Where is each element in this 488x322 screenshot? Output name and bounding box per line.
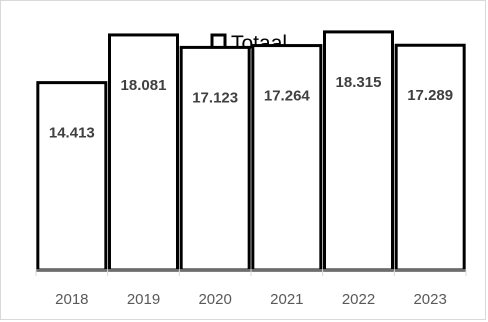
data-label-2021: 17.264 <box>264 88 311 105</box>
x-tick-label-2021: 2021 <box>270 291 303 308</box>
bar-2018 <box>36 81 108 272</box>
x-tick-label-2018: 2018 <box>55 291 88 308</box>
data-label-2018: 14.413 <box>49 125 95 142</box>
data-labels-group: 14.413 18.081 17.123 17.264 18.315 17.289 <box>49 74 453 142</box>
x-tick-label-2020: 2020 <box>198 291 231 308</box>
bar-2020 <box>179 45 251 272</box>
bar-2023 <box>394 43 466 272</box>
x-axis-ticks <box>35 270 467 276</box>
x-tick-label-2023: 2023 <box>413 291 446 308</box>
data-label-2022: 18.315 <box>336 74 382 91</box>
x-axis-tick-labels: 2018 2019 2020 2021 2022 2023 <box>55 291 447 308</box>
bar-2019 <box>108 33 179 272</box>
data-label-2020: 17.123 <box>192 89 238 106</box>
x-tick-label-2019: 2019 <box>127 291 160 308</box>
x-tick-label-2022: 2022 <box>342 291 375 308</box>
bar-2021 <box>251 44 323 272</box>
data-label-2019: 18.081 <box>121 77 167 94</box>
bars-group <box>36 30 466 272</box>
data-label-2023: 17.289 <box>407 87 453 104</box>
bar-2022 <box>323 30 394 272</box>
